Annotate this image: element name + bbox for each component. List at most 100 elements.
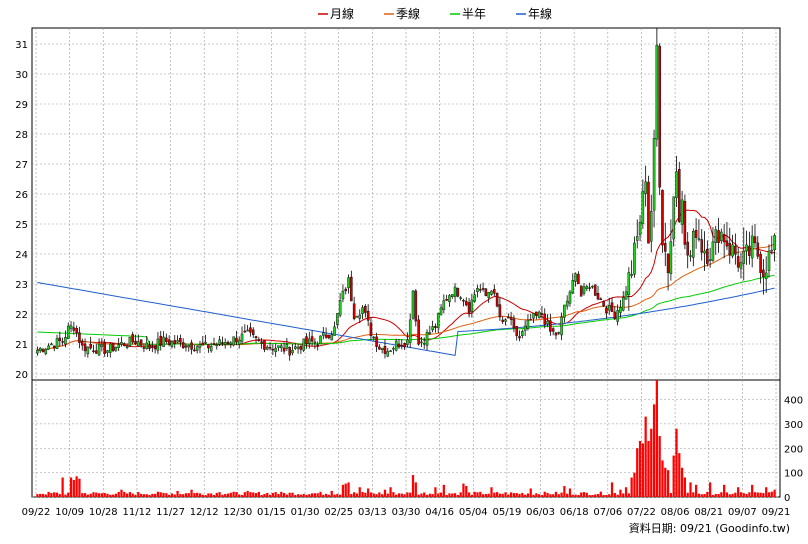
candle-body xyxy=(322,332,325,336)
volume-bar xyxy=(532,494,535,497)
candle-body xyxy=(652,138,656,211)
legend-label-3: 年線 xyxy=(528,6,552,21)
candle-body xyxy=(86,346,90,355)
volume-bar xyxy=(308,494,311,497)
volume-bar xyxy=(252,492,255,497)
volume-bar xyxy=(554,491,558,497)
candle-body xyxy=(201,342,205,346)
volume-bar xyxy=(123,491,126,497)
volume-bar xyxy=(67,492,70,497)
candle-body xyxy=(700,239,703,253)
date-tick-label: 06/18 xyxy=(560,507,589,518)
volume-bar xyxy=(294,495,297,497)
candle-body xyxy=(372,336,376,339)
volume-bar xyxy=(179,493,182,497)
legend-label-1: 季線 xyxy=(396,6,420,21)
volume-bar xyxy=(591,494,594,497)
candle-body xyxy=(490,290,493,295)
candle-body xyxy=(720,231,723,242)
candle-body xyxy=(78,332,81,343)
candle-body xyxy=(742,250,746,264)
candle-body xyxy=(574,273,577,282)
candle-body xyxy=(89,343,92,349)
candle-body xyxy=(669,241,673,274)
candle-body xyxy=(327,334,331,339)
yearly-ma-line xyxy=(37,282,775,356)
volume-bar xyxy=(582,492,586,497)
volume-bar xyxy=(103,492,106,497)
volume-tick-label: 100 xyxy=(784,469,803,480)
candle-body xyxy=(389,350,392,353)
volume-bar xyxy=(389,487,392,497)
candle-body xyxy=(767,250,771,271)
volume-bar xyxy=(529,488,532,497)
candle-body xyxy=(773,235,776,251)
volume-bar xyxy=(714,493,717,497)
volume-bar xyxy=(524,494,527,497)
candle-body xyxy=(223,342,227,345)
candle-body xyxy=(198,344,202,348)
volume-bar xyxy=(767,492,771,497)
volume-bar xyxy=(613,492,616,497)
candle-body xyxy=(557,332,561,334)
candle-body xyxy=(635,236,639,241)
volume-bar xyxy=(53,492,56,497)
volume-bar xyxy=(353,492,356,497)
volume-bar xyxy=(414,482,417,497)
candle-body xyxy=(296,346,300,349)
volume-bar xyxy=(341,484,345,497)
candle-body xyxy=(675,171,678,199)
candle-body xyxy=(563,304,566,318)
candle-body xyxy=(131,334,134,343)
volume-bar xyxy=(711,495,715,497)
volume-bar xyxy=(504,492,507,497)
volume-bar xyxy=(184,493,188,497)
candle-body xyxy=(521,331,524,336)
candle-body xyxy=(638,222,642,236)
candle-body xyxy=(358,314,362,319)
volume-bar xyxy=(627,493,630,497)
volume-bar xyxy=(324,493,328,497)
candle-body xyxy=(417,319,420,345)
date-tick-label: 12/12 xyxy=(190,507,219,518)
volume-bar xyxy=(574,494,577,497)
candle-body xyxy=(274,347,277,353)
candle-body xyxy=(476,288,479,292)
volume-bar xyxy=(240,495,244,497)
volume-bar xyxy=(271,492,274,497)
candle-body xyxy=(739,262,743,269)
volume-bar xyxy=(439,492,443,497)
candle-body xyxy=(422,342,426,345)
volume-bar xyxy=(215,492,218,497)
volume-bar xyxy=(493,492,496,497)
candle-body xyxy=(246,329,249,332)
volume-bar xyxy=(190,489,193,497)
volume-bar xyxy=(86,494,89,497)
candle-body xyxy=(678,169,681,222)
volume-bar xyxy=(397,493,401,497)
candle-body xyxy=(770,249,774,252)
candle-body xyxy=(394,340,398,351)
volume-bar xyxy=(162,492,165,497)
volume-bar xyxy=(580,492,583,497)
volume-bar xyxy=(706,491,709,497)
candle-body xyxy=(263,340,266,350)
candle-body xyxy=(100,344,104,347)
volume-bar xyxy=(428,493,431,497)
volume-bars xyxy=(36,380,776,497)
candle-body xyxy=(288,347,291,356)
candle-body xyxy=(344,288,348,292)
date-tick-label: 11/12 xyxy=(122,507,151,518)
candle-body xyxy=(703,250,706,254)
candle-body xyxy=(759,253,762,273)
volume-bar xyxy=(78,478,81,497)
volume-bar xyxy=(201,494,204,497)
volume-bar xyxy=(277,494,280,497)
volume-bar xyxy=(50,492,53,497)
candle-body xyxy=(375,336,378,347)
candle-body xyxy=(453,286,457,297)
volume-bar xyxy=(224,494,227,497)
candle-body xyxy=(128,336,132,346)
volume-bar xyxy=(725,492,729,497)
candle-body xyxy=(209,345,213,352)
